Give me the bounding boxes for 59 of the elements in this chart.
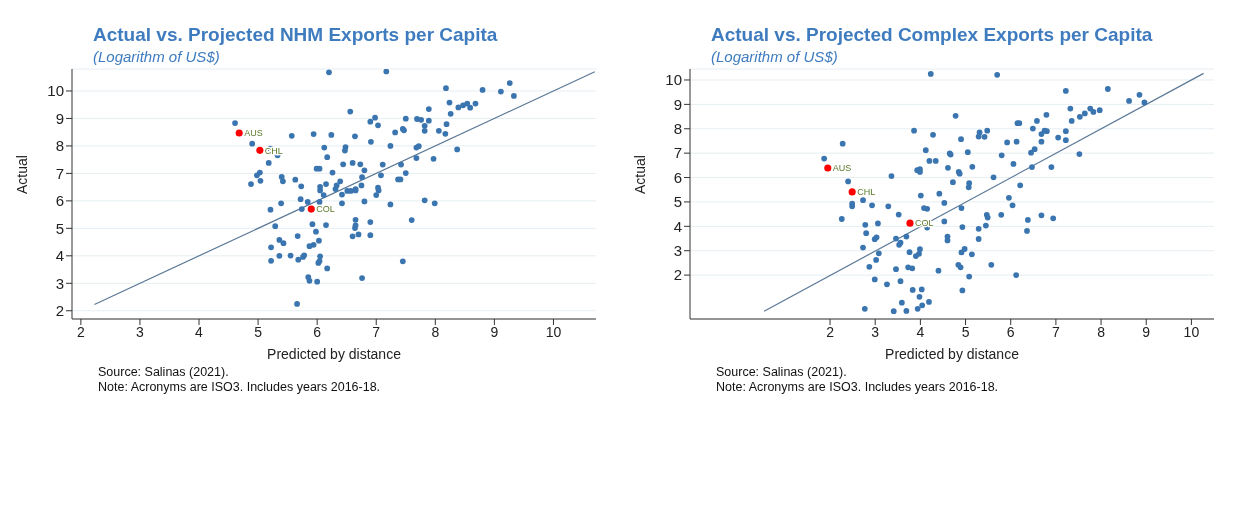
y-tick-label: 10 — [47, 82, 64, 100]
y-tick-label: 9 — [673, 95, 682, 113]
y-tick-label: 6 — [55, 192, 64, 210]
point — [256, 146, 264, 154]
y-tick-label: 8 — [673, 120, 682, 138]
annotation: AUS — [832, 163, 852, 174]
y-tick-label: 4 — [673, 217, 682, 235]
y-tick-label: 4 — [55, 247, 64, 265]
x-tick-label: 3 — [871, 323, 880, 340]
y-tick-label: 8 — [55, 137, 64, 155]
x-tick-label: 6 — [1006, 323, 1015, 340]
text: Note: Acronyms are ISO3. Includes years 2016-18. — [98, 380, 382, 395]
x-axis-title: Predicted by distance — [885, 346, 1020, 362]
y-tick-label: 2 — [673, 266, 682, 284]
chart-subtitle: (Logarithm of US$) — [93, 48, 221, 65]
point — [848, 188, 856, 196]
x-tick-label: 9 — [490, 323, 499, 340]
annotation: AUS — [244, 128, 263, 139]
y-tick-label: 9 — [55, 109, 64, 127]
y-axis-title: Actual — [13, 155, 30, 194]
y-tick-label: 5 — [55, 219, 64, 237]
y-tick-label: 6 — [673, 168, 682, 186]
x-tick-label: 4 — [916, 323, 925, 340]
x-tick-label: 9 — [1142, 323, 1151, 340]
y-tick-label: 10 — [665, 71, 682, 89]
x-tick-label: 8 — [431, 323, 440, 340]
y-axis-title: Actual — [631, 155, 648, 194]
annotation: COL — [316, 204, 335, 215]
source-note: Source: Salinas (2021). — [98, 365, 230, 380]
point — [235, 129, 243, 137]
x-tick-label: 6 — [313, 323, 322, 340]
y-tick-label: 3 — [55, 274, 64, 292]
y-tick-label: 5 — [673, 193, 682, 211]
y-tick-label: 7 — [673, 144, 682, 162]
annotation: CHL — [857, 187, 876, 198]
chart-subtitle: (Logarithm of US$) — [711, 48, 839, 65]
x-tick-label: 2 — [826, 323, 835, 340]
text: Note: Acronyms are ISO3. Includes years 2016-18. — [716, 380, 1000, 395]
source-note: Source: Salinas (2021). — [716, 365, 848, 380]
chart-title: Actual vs. Projected NHM Exports per Capita — [93, 24, 499, 46]
x-tick-label: 4 — [195, 323, 204, 340]
x-tick-label: 2 — [76, 323, 85, 340]
y-tick-label: 3 — [673, 242, 682, 260]
x-tick-label: 8 — [1097, 323, 1106, 340]
x-tick-label: 7 — [372, 323, 381, 340]
x-tick-label: 10 — [545, 323, 562, 340]
x-tick-label: 3 — [136, 323, 145, 340]
y-tick-label: 7 — [55, 164, 64, 182]
x-tick-label: 5 — [254, 323, 263, 340]
x-axis-title: Predicted by distance — [267, 346, 402, 362]
point — [906, 219, 914, 227]
x-tick-label: 7 — [1052, 323, 1060, 340]
x-tick-label: 5 — [961, 323, 970, 340]
y-tick-label: 2 — [55, 302, 64, 320]
point — [307, 205, 315, 213]
annotation: CHL — [264, 145, 283, 156]
chart-title: Actual vs. Projected Complex Exports per Capita — [711, 24, 1154, 46]
point — [824, 164, 832, 172]
x-tick-label: 10 — [1183, 323, 1200, 340]
